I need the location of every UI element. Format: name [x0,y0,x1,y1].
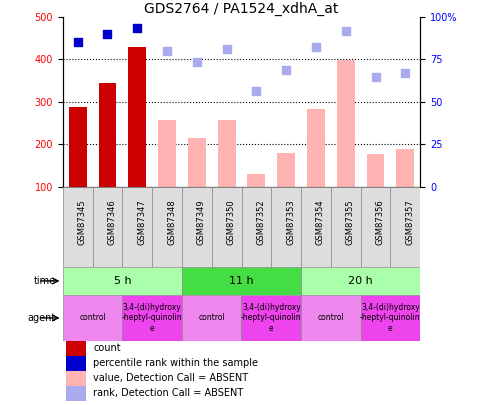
FancyBboxPatch shape [242,295,301,341]
Text: GSM87350: GSM87350 [227,199,236,245]
FancyBboxPatch shape [66,371,86,386]
Point [223,46,230,52]
FancyBboxPatch shape [390,187,420,267]
FancyBboxPatch shape [212,187,242,267]
Bar [397,149,414,187]
Point [253,88,260,94]
FancyBboxPatch shape [66,386,86,401]
Bar [247,174,265,187]
Text: GSM87353: GSM87353 [286,199,295,245]
FancyBboxPatch shape [301,187,331,267]
FancyBboxPatch shape [66,341,86,356]
FancyBboxPatch shape [301,295,361,341]
Text: 3,4-(di)hydroxy
-heptyl-quinolin
e: 3,4-(di)hydroxy -heptyl-quinolin e [241,303,301,333]
Point [282,67,290,73]
Bar [307,109,325,187]
FancyBboxPatch shape [66,356,86,371]
Text: 3,4-(di)hydroxy
-heptyl-quinolin
e: 3,4-(di)hydroxy -heptyl-quinolin e [122,303,183,333]
Text: percentile rank within the sample: percentile rank within the sample [93,358,258,369]
FancyBboxPatch shape [63,187,93,267]
Bar [277,153,295,187]
Point [74,39,82,46]
Point [312,43,320,50]
Text: value, Detection Call = ABSENT: value, Detection Call = ABSENT [93,373,248,384]
Bar [367,154,384,187]
Bar [218,120,236,187]
Bar [69,107,86,187]
FancyBboxPatch shape [242,187,271,267]
Point [104,31,112,37]
FancyBboxPatch shape [182,187,212,267]
Text: GSM87352: GSM87352 [256,199,265,245]
Bar [158,120,176,187]
Text: 5 h: 5 h [114,276,131,286]
FancyBboxPatch shape [361,187,390,267]
Text: GSM87356: GSM87356 [376,199,384,245]
Point [401,70,409,76]
FancyBboxPatch shape [301,267,420,295]
Text: time: time [33,276,56,286]
FancyBboxPatch shape [122,295,182,341]
Text: control: control [199,313,225,322]
Text: GSM87346: GSM87346 [108,199,116,245]
Text: GSM87345: GSM87345 [78,199,86,245]
Point [342,28,350,34]
Text: GSM87354: GSM87354 [316,199,325,245]
Text: GSM87355: GSM87355 [346,199,355,245]
Bar [99,83,116,187]
Point [133,24,141,31]
FancyBboxPatch shape [122,187,152,267]
FancyBboxPatch shape [63,295,122,341]
Text: count: count [93,343,121,354]
Text: 20 h: 20 h [348,276,373,286]
Point [163,48,171,54]
Text: control: control [79,313,106,322]
FancyBboxPatch shape [361,295,420,341]
FancyBboxPatch shape [152,187,182,267]
Text: 11 h: 11 h [229,276,254,286]
FancyBboxPatch shape [331,187,361,267]
FancyBboxPatch shape [63,267,182,295]
FancyBboxPatch shape [182,295,242,341]
Text: GSM87349: GSM87349 [197,199,206,245]
Point [193,58,201,65]
Text: GSM87348: GSM87348 [167,199,176,245]
Text: 3,4-(di)hydroxy
-heptyl-quinolin
e: 3,4-(di)hydroxy -heptyl-quinolin e [360,303,421,333]
Point [372,74,380,81]
FancyBboxPatch shape [182,267,301,295]
Text: rank, Detection Call = ABSENT: rank, Detection Call = ABSENT [93,388,243,399]
FancyBboxPatch shape [271,187,301,267]
Bar [188,138,206,187]
Text: agent: agent [28,313,56,323]
Text: GSM87347: GSM87347 [137,199,146,245]
Title: GDS2764 / PA1524_xdhA_at: GDS2764 / PA1524_xdhA_at [144,2,339,16]
FancyBboxPatch shape [93,187,122,267]
Bar [128,47,146,187]
Text: control: control [317,313,344,322]
Text: GSM87357: GSM87357 [405,199,414,245]
Bar [337,60,355,187]
